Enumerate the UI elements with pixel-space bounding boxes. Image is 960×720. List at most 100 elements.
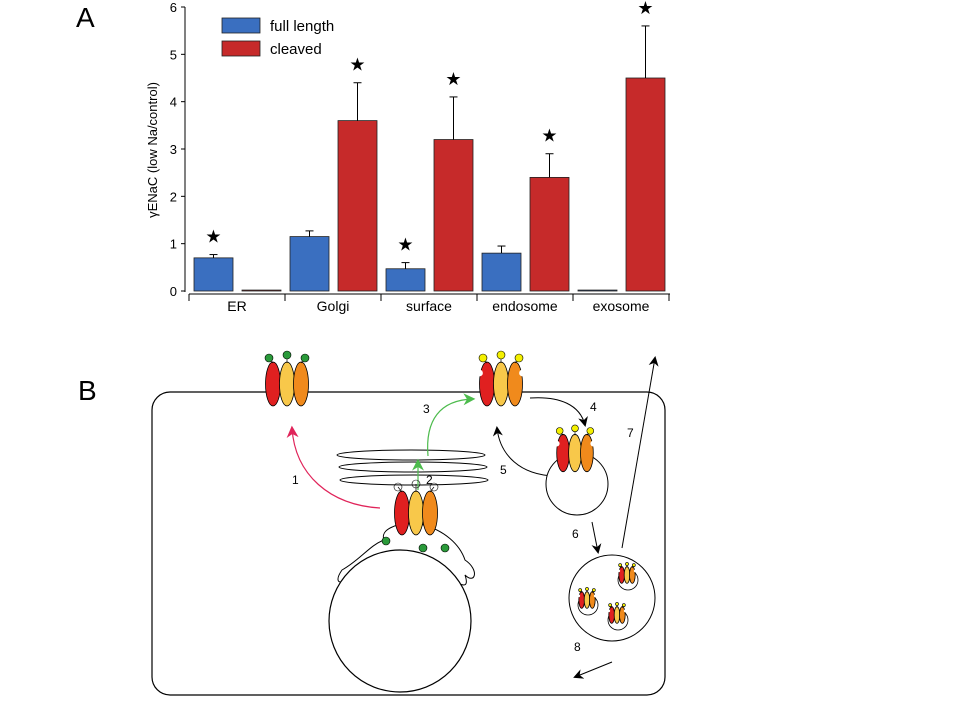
er-glycan	[440, 543, 450, 553]
significance-star: ★	[541, 126, 557, 146]
glycan	[622, 603, 626, 607]
glycan	[625, 562, 629, 566]
enac-er	[393, 479, 439, 536]
channel-subunit	[293, 361, 309, 407]
channel-subunit	[623, 566, 631, 584]
glycan	[555, 427, 564, 435]
arrow-1	[286, 425, 381, 509]
significance-star: ★	[397, 235, 413, 255]
enac-endosome	[553, 424, 597, 473]
cleavage-notch	[633, 569, 637, 573]
step-label-1: 1	[292, 473, 299, 487]
cleavage-notch	[593, 594, 597, 598]
glycan	[429, 482, 439, 492]
bar-full-length	[289, 236, 330, 292]
glycan	[264, 353, 274, 363]
bar-chart: 0 1 2 3 4 5 6 γENaC (low Na/control) ER ★ Golgi ★ su…	[145, 0, 670, 314]
y-tick-label: 2	[170, 189, 177, 204]
channel-subunit	[608, 606, 615, 624]
glycan	[608, 603, 612, 607]
legend-label: cleaved	[270, 41, 322, 58]
channel-subunit	[589, 591, 596, 609]
enac-surface-cleaved	[476, 350, 526, 407]
arrow-4	[529, 397, 588, 427]
glycan-stalk	[397, 486, 403, 493]
arrow-7	[621, 356, 659, 549]
panel-label-a: A	[76, 2, 95, 33]
legend-label: full length	[270, 18, 334, 35]
y-tick-label: 0	[170, 284, 177, 299]
glycan	[393, 482, 403, 492]
step-label-8: 8	[574, 640, 581, 654]
channel-subunit	[568, 433, 582, 473]
cleavage-notch	[476, 369, 483, 377]
glycan	[571, 424, 579, 433]
x-tick-label: Golgi	[317, 298, 350, 314]
bar-cleaved	[625, 77, 666, 292]
significance-star: ★	[349, 55, 365, 75]
er-glycan	[418, 543, 428, 553]
glycan	[615, 602, 619, 606]
nucleus	[328, 549, 472, 693]
step-label-6: 6	[572, 527, 579, 541]
golgi-stack	[336, 449, 489, 486]
channel-subunit	[618, 566, 625, 584]
cleavage-notch	[590, 440, 597, 447]
step-label-3: 3	[423, 402, 430, 416]
glycan	[585, 587, 589, 591]
glycan	[632, 563, 636, 567]
glycan	[618, 563, 622, 567]
x-tick-label: surface	[406, 298, 452, 314]
arrow-6	[591, 521, 602, 554]
glycan-stalk	[429, 486, 435, 493]
channel-subunit	[583, 591, 591, 609]
channel-subunit	[580, 433, 594, 473]
step-label-5: 5	[500, 463, 507, 477]
channel-subunit	[613, 606, 621, 624]
cell-membrane	[151, 391, 666, 696]
enac-exosome	[617, 562, 637, 584]
glycan	[578, 588, 582, 592]
channel-subunit	[619, 606, 626, 624]
cleavage-notch	[607, 609, 611, 613]
cleavage-notch	[577, 594, 581, 598]
bar-full-length	[481, 252, 522, 292]
arrow-5	[492, 426, 556, 477]
enac-exosome	[607, 602, 627, 624]
channel-subunit	[394, 490, 410, 536]
bar-full-length	[577, 289, 618, 292]
y-tick-label: 3	[170, 142, 177, 157]
enac-exosome	[577, 587, 597, 609]
y-tick-label: 4	[170, 95, 177, 110]
channel-subunit	[422, 490, 438, 536]
cleavage-notch	[553, 440, 560, 447]
arrow-8	[573, 661, 613, 679]
arrow-3	[427, 393, 476, 457]
channel-subunit	[493, 361, 509, 407]
step-label-2: 2	[426, 473, 433, 487]
glycan	[411, 479, 421, 489]
glycan	[478, 353, 488, 363]
channel-subunit	[578, 591, 585, 609]
significance-star: ★	[445, 69, 461, 89]
glycan	[514, 353, 524, 363]
er-glycan	[381, 536, 391, 546]
bar-cleaved	[529, 176, 570, 292]
glycan	[282, 350, 292, 360]
cleavage-notch	[519, 369, 526, 377]
y-axis-label: γENaC (low Na/control)	[145, 82, 160, 218]
significance-star: ★	[637, 0, 653, 18]
step-label-4: 4	[590, 400, 597, 414]
cleavage-notch	[623, 609, 627, 613]
panel-label-b: B	[78, 375, 97, 406]
channel-subunit	[507, 361, 523, 407]
channel-subunit	[479, 361, 495, 407]
glycan	[592, 588, 596, 592]
channel-subunit	[279, 361, 295, 407]
y-tick-label: 1	[170, 237, 177, 252]
x-tick-label: ER	[227, 298, 246, 314]
channel-subunit	[629, 566, 636, 584]
glycan	[496, 350, 506, 360]
y-tick-label: 6	[170, 0, 177, 15]
